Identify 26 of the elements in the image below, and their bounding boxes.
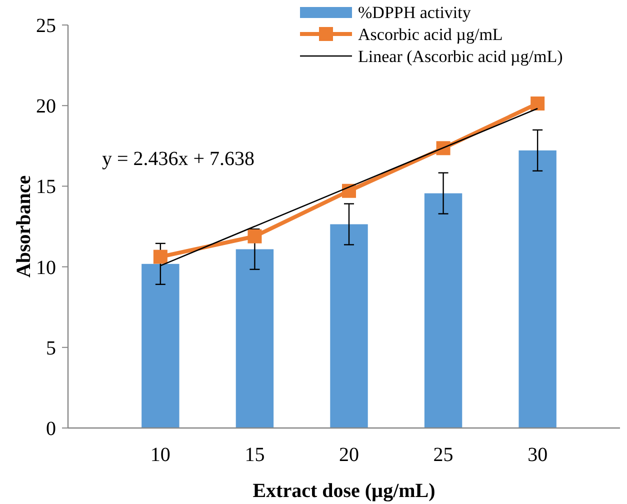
legend-label: Linear (Ascorbic acid µg/mL): [358, 47, 563, 66]
y-tick-label: 15: [36, 176, 56, 198]
x-tick-label: 20: [339, 444, 359, 466]
point: [342, 184, 356, 198]
x-tick-label: 10: [150, 444, 170, 466]
bar: [424, 193, 462, 428]
point: [530, 96, 545, 111]
legend-label: Ascorbic acid µg/mL: [358, 25, 503, 44]
legend-label: %DPPH activity: [358, 3, 472, 22]
y-axis-title: Absorbance: [13, 175, 35, 278]
x-tick-label: 25: [433, 444, 454, 466]
x-tick-label: 15: [244, 444, 265, 466]
y-tick-label: 5: [46, 337, 56, 360]
y-tick-label: 25: [36, 15, 56, 37]
bar: [330, 224, 368, 428]
bar: [518, 150, 556, 428]
x-axis-title: Extract dose (µg/mL): [252, 480, 436, 502]
point: [248, 229, 262, 244]
point: [153, 250, 168, 264]
bar: [142, 264, 180, 428]
y-tick-label: 0: [46, 418, 56, 440]
annotation: y = 2.436x + 7.638: [102, 148, 255, 170]
y-tick-label: 10: [36, 256, 56, 279]
x-tick-label: 30: [528, 444, 548, 466]
bar: [236, 249, 274, 428]
y-tick-label: 20: [36, 96, 56, 118]
